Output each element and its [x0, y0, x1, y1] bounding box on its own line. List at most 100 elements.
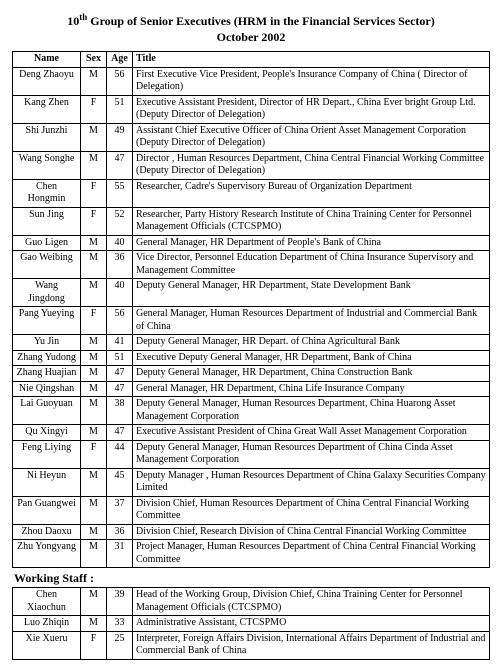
cell-title: Division Chief, Human Resources Departme… — [133, 496, 490, 524]
cell-age: 36 — [107, 251, 133, 279]
table-row: Zhu YongyangM31Project Manager, Human Re… — [13, 540, 490, 568]
cell-age: 31 — [107, 540, 133, 568]
cell-age: 40 — [107, 279, 133, 307]
cell-sex: F — [81, 207, 107, 235]
cell-name: Lai Guoyuan — [13, 397, 81, 425]
cell-title: Deputy General Manager, Human Resources … — [133, 440, 490, 468]
cell-age: 39 — [107, 588, 133, 616]
table-row: Kang ZhenF51Executive Assistant Presiden… — [13, 95, 490, 123]
cell-sex: M — [81, 588, 107, 616]
cell-title: Deputy General Manager, HR Department, C… — [133, 366, 490, 382]
cell-name: Kang Zhen — [13, 95, 81, 123]
col-name: Name — [13, 52, 81, 68]
cell-name: Chen Xiaochun — [13, 588, 81, 616]
cell-title: Head of the Working Group, Division Chie… — [133, 588, 490, 616]
working-staff-header: Working Staff : — [14, 571, 490, 586]
cell-sex: M — [81, 67, 107, 95]
cell-title: Vice Director, Personnel Education Depar… — [133, 251, 490, 279]
cell-age: 56 — [107, 67, 133, 95]
executives-table: Name Sex Age Title Deng ZhaoyuM56First E… — [12, 51, 490, 568]
cell-title: Assistant Chief Executive Officer of Chi… — [133, 123, 490, 151]
cell-age: 55 — [107, 179, 133, 207]
cell-name: Yu Jin — [13, 335, 81, 351]
cell-name: Ni Heyun — [13, 468, 81, 496]
cell-name: Pan Guangwei — [13, 496, 81, 524]
cell-age: 36 — [107, 524, 133, 540]
cell-name: Sun Jing — [13, 207, 81, 235]
cell-name: Zhang Yudong — [13, 350, 81, 366]
table-row: Xie XueruF25Interpreter, Foreign Affairs… — [13, 631, 490, 659]
cell-title: Deputy General Manager, HR Depart. of Ch… — [133, 335, 490, 351]
cell-name: Wang Jingdong — [13, 279, 81, 307]
cell-name: Gao Weibing — [13, 251, 81, 279]
cell-sex: M — [81, 123, 107, 151]
cell-sex: F — [81, 179, 107, 207]
cell-title: General Manager, HR Department, China Li… — [133, 381, 490, 397]
cell-title: Executive Assistant President of China G… — [133, 425, 490, 441]
cell-name: Qu Xingyi — [13, 425, 81, 441]
cell-title: Researcher, Party History Research Insti… — [133, 207, 490, 235]
cell-age: 47 — [107, 425, 133, 441]
cell-age: 51 — [107, 95, 133, 123]
cell-title: General Manager, HR Department of People… — [133, 235, 490, 251]
cell-sex: M — [81, 335, 107, 351]
cell-title: First Executive Vice President, People's… — [133, 67, 490, 95]
cell-age: 47 — [107, 151, 133, 179]
cell-title: Administrative Assistant, CTCSPMO — [133, 616, 490, 632]
cell-title: Deputy Manager , Human Resources Departm… — [133, 468, 490, 496]
staff-table: Chen XiaochunM39Head of the Working Grou… — [12, 587, 490, 660]
cell-sex: F — [81, 631, 107, 659]
table-row: Chen HongminF55Researcher, Cadre's Super… — [13, 179, 490, 207]
table-row: Zhou DaoxuM36Division Chief, Research Di… — [13, 524, 490, 540]
cell-sex: M — [81, 235, 107, 251]
cell-title: Interpreter, Foreign Affairs Division, I… — [133, 631, 490, 659]
cell-sex: M — [81, 540, 107, 568]
cell-title: Deputy General Manager, HR Department, S… — [133, 279, 490, 307]
cell-age: 51 — [107, 350, 133, 366]
table-row: Nie QingshanM47General Manager, HR Depar… — [13, 381, 490, 397]
table-row: Deng ZhaoyuM56First Executive Vice Presi… — [13, 67, 490, 95]
cell-name: Nie Qingshan — [13, 381, 81, 397]
table-row: Yu JinM41Deputy General Manager, HR Depa… — [13, 335, 490, 351]
cell-sex: M — [81, 468, 107, 496]
cell-title: Project Manager, Human Resources Departm… — [133, 540, 490, 568]
cell-name: Zhu Yongyang — [13, 540, 81, 568]
cell-sex: F — [81, 95, 107, 123]
cell-age: 38 — [107, 397, 133, 425]
table-row: Sun JingF52Researcher, Party History Res… — [13, 207, 490, 235]
cell-age: 37 — [107, 496, 133, 524]
cell-title: Researcher, Cadre's Supervisory Bureau o… — [133, 179, 490, 207]
cell-sex: F — [81, 307, 107, 335]
table-row: Guo LigenM40General Manager, HR Departme… — [13, 235, 490, 251]
cell-title: Executive Assistant President, Director … — [133, 95, 490, 123]
table-row: Feng LiyingF44Deputy General Manager, Hu… — [13, 440, 490, 468]
table-row: Zhang YudongM51Executive Deputy General … — [13, 350, 490, 366]
cell-name: Feng Liying — [13, 440, 81, 468]
cell-age: 41 — [107, 335, 133, 351]
cell-age: 33 — [107, 616, 133, 632]
cell-age: 52 — [107, 207, 133, 235]
cell-sex: M — [81, 279, 107, 307]
cell-sex: M — [81, 425, 107, 441]
table-row: Chen XiaochunM39Head of the Working Grou… — [13, 588, 490, 616]
cell-name: Deng Zhaoyu — [13, 67, 81, 95]
cell-sex: M — [81, 616, 107, 632]
title-prefix: 10 — [67, 14, 79, 28]
table-row: Wang JingdongM40Deputy General Manager, … — [13, 279, 490, 307]
cell-age: 25 — [107, 631, 133, 659]
cell-name: Zhang Huajian — [13, 366, 81, 382]
col-title: Title — [133, 52, 490, 68]
cell-name: Shi Junzhi — [13, 123, 81, 151]
cell-sex: M — [81, 350, 107, 366]
cell-name: Chen Hongmin — [13, 179, 81, 207]
cell-title: Director , Human Resources Department, C… — [133, 151, 490, 179]
cell-title: Executive Deputy General Manager, HR Dep… — [133, 350, 490, 366]
cell-age: 47 — [107, 366, 133, 382]
cell-sex: M — [81, 151, 107, 179]
cell-sex: M — [81, 366, 107, 382]
title-suffix: Group of Senior Executives (HRM in the F… — [87, 14, 435, 28]
title-date: October 2002 — [217, 30, 286, 44]
cell-age: 49 — [107, 123, 133, 151]
cell-name: Pang Yueying — [13, 307, 81, 335]
cell-name: Wang Songhe — [13, 151, 81, 179]
